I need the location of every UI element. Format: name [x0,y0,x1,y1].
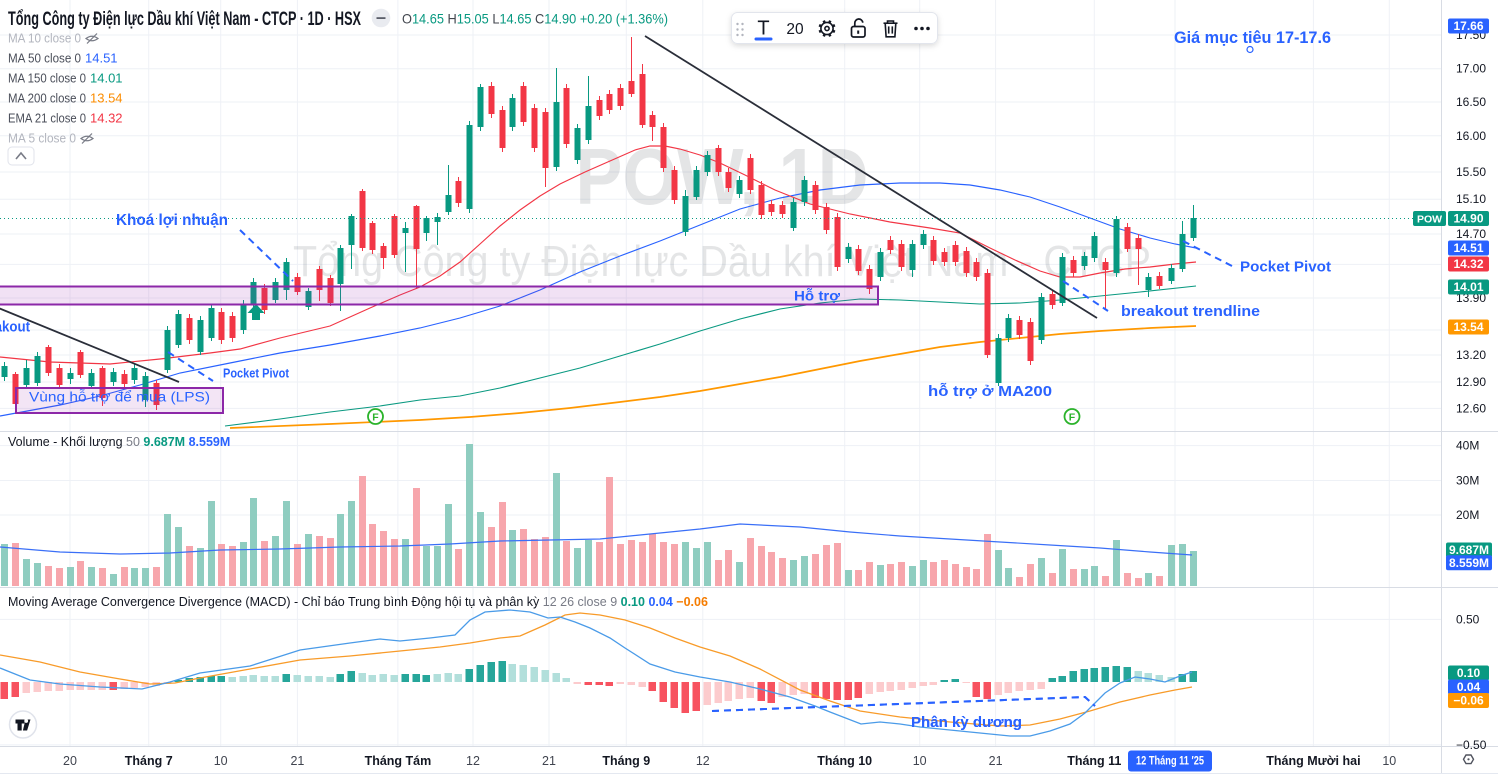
svg-text:MA 10 close 0: MA 10 close 0 [8,31,81,46]
svg-text:Tháng Tám: Tháng Tám [365,754,432,768]
svg-text:Pocket Pivot: Pocket Pivot [223,367,290,381]
svg-text:−0.50: −0.50 [1456,738,1487,752]
svg-text:Tháng 10: Tháng 10 [817,754,872,768]
svg-text:0.10: 0.10 [1457,666,1481,680]
svg-text:20: 20 [63,754,77,768]
svg-text:−0.06: −0.06 [1453,694,1484,708]
svg-text:14.70: 14.70 [1456,227,1486,241]
svg-text:Tổng Công ty Điện lực Dầu khí: Tổng Công ty Điện lực Dầu khí Việt Nam -… [293,237,1151,286]
svg-text:20: 20 [786,21,804,38]
svg-text:MA 200 close 0: MA 200 close 0 [8,91,86,106]
svg-text:15.10: 15.10 [1456,192,1486,206]
svg-text:14.51: 14.51 [85,51,118,66]
svg-text:12.90: 12.90 [1456,375,1486,389]
svg-text:Tháng 9: Tháng 9 [602,754,650,768]
svg-text:Tháng Mười hai: Tháng Mười hai [1266,754,1360,768]
svg-text:12 Tháng 11 ′25: 12 Tháng 11 ′25 [1136,756,1204,768]
svg-text:12: 12 [696,754,710,768]
svg-text:21: 21 [989,754,1003,768]
svg-text:T: T [757,18,769,40]
svg-text:Khoá lợi nhuận: Khoá lợi nhuận [116,212,228,229]
svg-text:20M: 20M [1456,508,1479,522]
svg-text:Vùng hỗ trợ để mua (LPS): Vùng hỗ trợ để mua (LPS) [29,390,210,405]
svg-text:12: 12 [466,754,480,768]
svg-text:21: 21 [542,754,556,768]
svg-text:17.00: 17.00 [1456,62,1486,76]
svg-text:F: F [1069,412,1076,424]
svg-text:14.32: 14.32 [1453,257,1483,271]
svg-text:MA 150 close 0: MA 150 close 0 [8,71,86,86]
svg-text:Phân kỳ dương: Phân kỳ dương [911,714,1022,731]
svg-text:14.32: 14.32 [90,111,123,126]
svg-text:Hỗ trợ: Hỗ trợ [794,288,840,304]
svg-text:Tháng 11: Tháng 11 [1067,754,1121,768]
svg-text:Giá mục tiêu 17-17.6: Giá mục tiêu 17-17.6 [1174,29,1331,47]
svg-text:Volume - Khối lượng 50 9.687M: Volume - Khối lượng 50 9.687M 8.559M [8,435,230,449]
svg-text:Tháng 7: Tháng 7 [125,754,173,768]
svg-text:14.01: 14.01 [90,71,123,86]
svg-text:Phân kỳ dương: Phân kỳ dương [911,714,1022,731]
svg-text:17.66: 17.66 [1453,19,1483,33]
svg-text:hỗ trợ ở MA200: hỗ trợ ở MA200 [928,383,1052,400]
svg-text:16.50: 16.50 [1456,95,1486,109]
svg-text:15.50: 15.50 [1456,165,1486,179]
svg-text:40M: 40M [1456,439,1479,453]
svg-text:POW: POW [1417,214,1442,226]
svg-text:13.54: 13.54 [1453,320,1483,334]
svg-text:0.50: 0.50 [1456,612,1480,626]
svg-text:12.60: 12.60 [1456,401,1486,415]
svg-text:MA 5 close 0: MA 5 close 0 [8,131,76,146]
svg-text:0.04: 0.04 [1457,680,1481,694]
svg-text:Pocket Pivot: Pocket Pivot [1240,260,1331,276]
svg-text:Tổng Công ty Điện lực Dầu khí: Tổng Công ty Điện lực Dầu khí Việt Nam -… [8,9,361,30]
svg-text:EMA 21 close 0: EMA 21 close 0 [8,111,86,126]
svg-text:13.54: 13.54 [90,91,123,106]
svg-text:14.01: 14.01 [1453,280,1483,294]
svg-text:30M: 30M [1456,474,1479,488]
svg-text:Moving Average Convergence Div: Moving Average Convergence Divergence (M… [8,595,708,609]
svg-text:9.687M: 9.687M [1449,543,1489,557]
svg-text:F: F [372,412,379,424]
svg-text:16.00: 16.00 [1456,129,1486,143]
svg-text:13.20: 13.20 [1456,348,1486,362]
svg-text:10: 10 [913,754,927,768]
svg-text:10: 10 [214,754,228,768]
svg-text:21: 21 [290,754,304,768]
svg-text:14.51: 14.51 [1453,241,1483,255]
svg-text:O14.65 H15.05 L14.65 C14.90 +0: O14.65 H15.05 L14.65 C14.90 +0.20 (+1.36… [402,11,668,27]
svg-text:14.90: 14.90 [1453,212,1483,226]
svg-text:breakout trendline: breakout trendline [1121,304,1260,320]
svg-text:breakout: breakout [0,319,30,336]
svg-text:MA 50 close 0: MA 50 close 0 [8,51,81,66]
svg-text:10: 10 [1382,754,1396,768]
svg-text:8.559M: 8.559M [1449,556,1489,570]
